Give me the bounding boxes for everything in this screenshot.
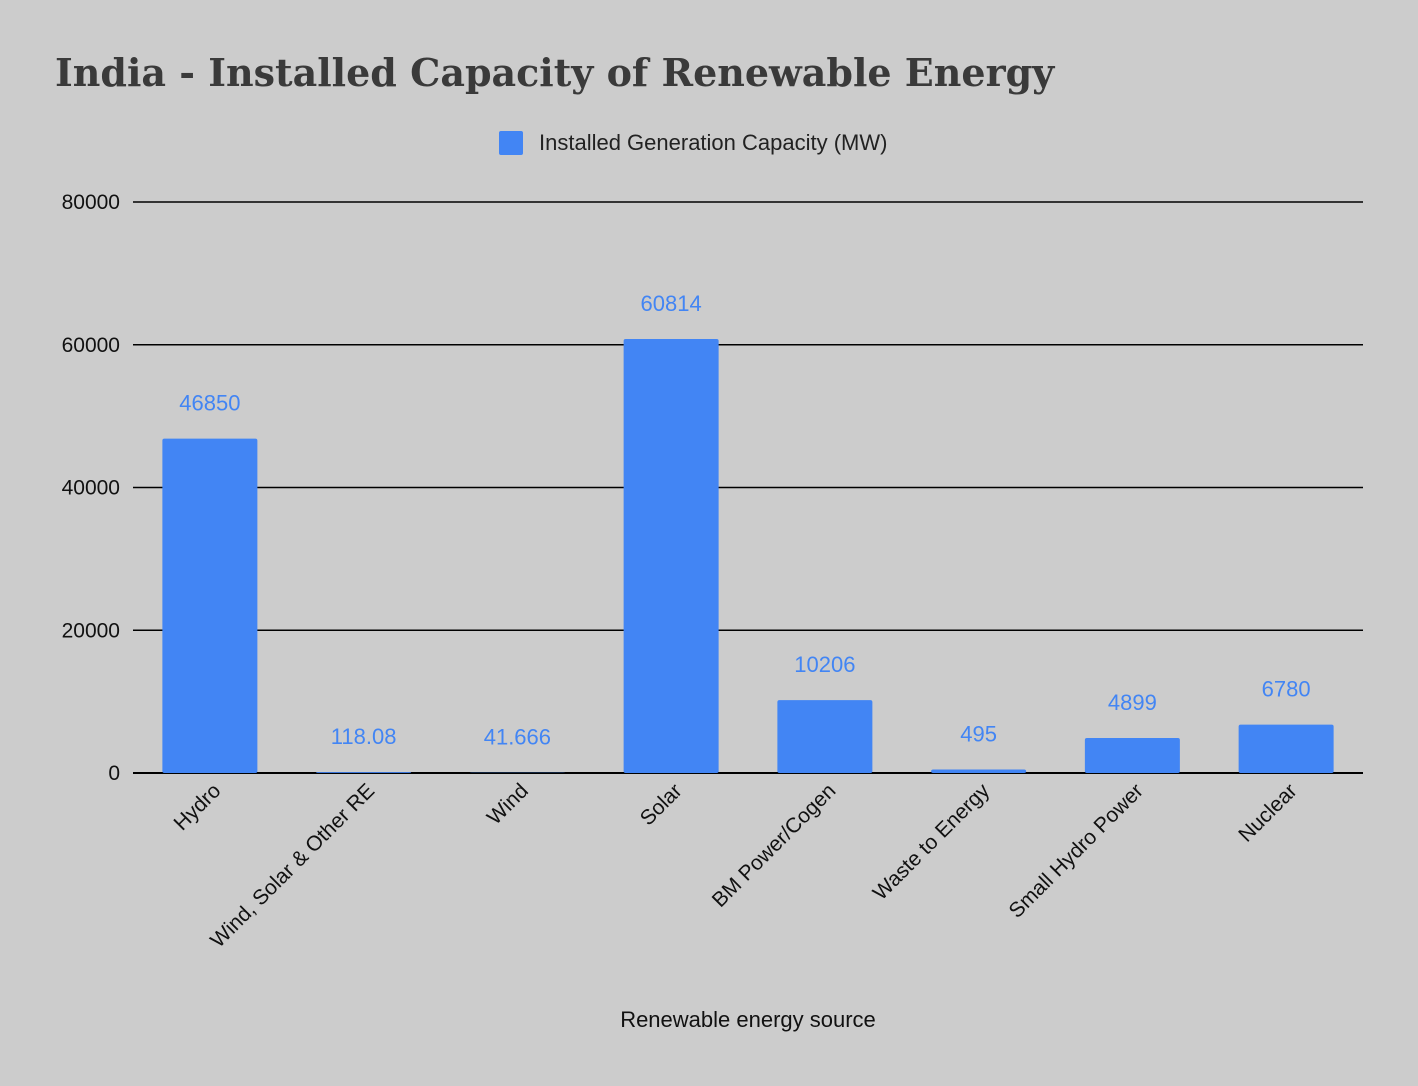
- data-label: 4899: [1108, 690, 1157, 715]
- gridlines: [133, 201, 1363, 774]
- legend-label: Installed Generation Capacity (MW): [539, 130, 887, 155]
- data-label: 41.666: [484, 725, 551, 750]
- x-tick-label: Wind, Solar & Other RE: [206, 779, 379, 952]
- x-tick-label: BM Power/Cogen: [708, 779, 841, 912]
- y-tick-label: 0: [108, 762, 120, 785]
- data-label: 60814: [641, 291, 702, 316]
- bar: [623, 338, 719, 773]
- bar: [316, 772, 412, 773]
- y-tick-label: 40000: [62, 477, 120, 500]
- bars: [162, 338, 1334, 773]
- data-labels: 46850 118.08 41.666 60814 10206 495 4899 6780: [179, 291, 1310, 750]
- legend-swatch: [499, 131, 523, 155]
- x-tick-label: Nuclear: [1234, 779, 1301, 846]
- x-tick-label: Solar: [636, 779, 687, 830]
- data-label: 495: [960, 721, 997, 746]
- x-axis-title: Renewable energy source: [620, 1007, 876, 1032]
- data-label: 10206: [794, 652, 855, 677]
- y-tick-label: 60000: [62, 334, 120, 357]
- x-tick-label: Hydro: [170, 779, 226, 835]
- y-tick-label: 80000: [62, 191, 120, 214]
- data-label: 118.08: [331, 724, 397, 749]
- x-tick-label: Waste to Energy: [869, 779, 995, 905]
- bar: [1238, 724, 1334, 773]
- data-label: 6780: [1262, 677, 1311, 702]
- bar: [162, 438, 258, 773]
- bar: [1084, 738, 1180, 773]
- bar: [931, 769, 1027, 773]
- y-tick-label: 20000: [62, 619, 120, 642]
- bar: [777, 700, 873, 773]
- chart-title: India - Installed Capacity of Renewable …: [55, 50, 1055, 95]
- y-axis-tick-labels: 0 20000 40000 60000 80000: [62, 191, 120, 785]
- x-tick-label: Small Hydro Power: [1005, 779, 1148, 922]
- legend: Installed Generation Capacity (MW): [499, 130, 887, 155]
- data-label: 46850: [179, 391, 240, 416]
- x-tick-label: Wind: [483, 779, 533, 829]
